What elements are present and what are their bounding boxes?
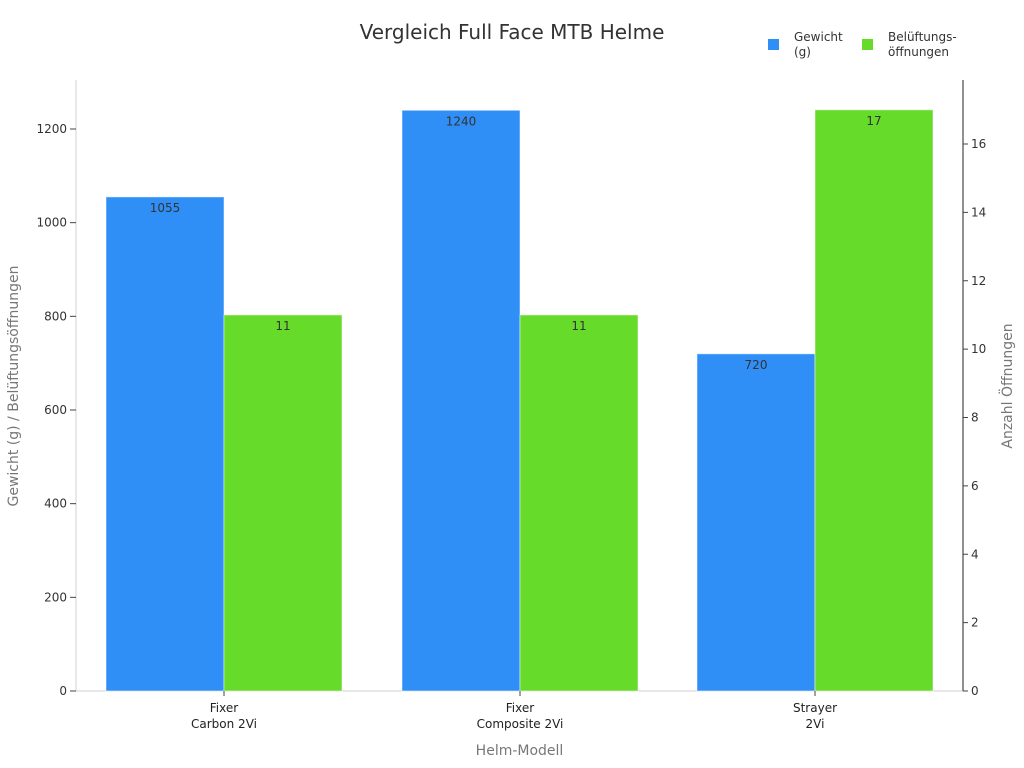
x-tick-label: Fixer — [506, 701, 534, 715]
y-axis-label-left: Gewicht (g) / Belüftungsöffnungen — [6, 265, 22, 506]
bar-value-label: 1055 — [150, 201, 181, 215]
x-axis-label: Helm-Modell — [476, 743, 564, 759]
y-tick-label-left: 1200 — [36, 122, 67, 136]
x-tick-label: Fixer — [210, 701, 238, 715]
y-tick-label-right: 6 — [971, 479, 979, 493]
y-tick-label-left: 1000 — [36, 216, 67, 230]
bar-weight[interactable] — [105, 196, 225, 692]
chart-title: Vergleich Full Face MTB Helme — [359, 20, 665, 44]
x-tick-label: Composite 2Vi — [477, 717, 564, 731]
y-tick-label-right: 0 — [971, 684, 979, 698]
y-tick-label-right: 14 — [971, 205, 986, 219]
y-tick-label-right: 16 — [971, 137, 986, 151]
y-tick-label-left: 0 — [59, 684, 67, 698]
bar-weight[interactable] — [401, 109, 521, 692]
legend-item-weight[interactable]: Gewicht (g) — [768, 30, 843, 60]
legend-swatch-weight — [768, 39, 779, 50]
legend-swatch-vents — [862, 39, 873, 50]
bar-vents[interactable] — [223, 314, 343, 692]
bar-value-label: 11 — [571, 319, 586, 333]
x-tick-label: 2Vi — [806, 717, 825, 731]
legend-item-vents[interactable]: Belüftungs- öffnungen — [862, 30, 957, 60]
bar-value-label: 17 — [866, 114, 881, 128]
y-tick-label-right: 2 — [971, 616, 979, 630]
bar-value-label: 1240 — [446, 114, 477, 128]
bar-weight[interactable] — [696, 353, 816, 692]
y-tick-label-left: 600 — [44, 403, 67, 417]
legend-label-vents: Belüftungs- öffnungen — [888, 30, 957, 59]
y-tick-label-right: 8 — [971, 411, 979, 425]
y-tick-label-left: 400 — [44, 497, 67, 511]
x-tick-label: Strayer — [793, 701, 837, 715]
y-tick-label-right: 4 — [971, 547, 979, 561]
y-axis-label-right: Anzahl Öffnungen — [998, 323, 1016, 448]
bar-value-label: 11 — [275, 319, 290, 333]
bar-vents[interactable] — [814, 109, 934, 692]
bar-value-label: 720 — [745, 358, 768, 372]
bar-vents[interactable] — [519, 314, 639, 692]
y-tick-label-right: 12 — [971, 274, 986, 288]
y-tick-label-left: 200 — [44, 590, 67, 604]
x-tick-label: Carbon 2Vi — [191, 717, 257, 731]
y-tick-label-right: 10 — [971, 342, 986, 356]
legend-label-weight: Gewicht (g) — [794, 30, 843, 59]
y-tick-label-left: 800 — [44, 309, 67, 323]
